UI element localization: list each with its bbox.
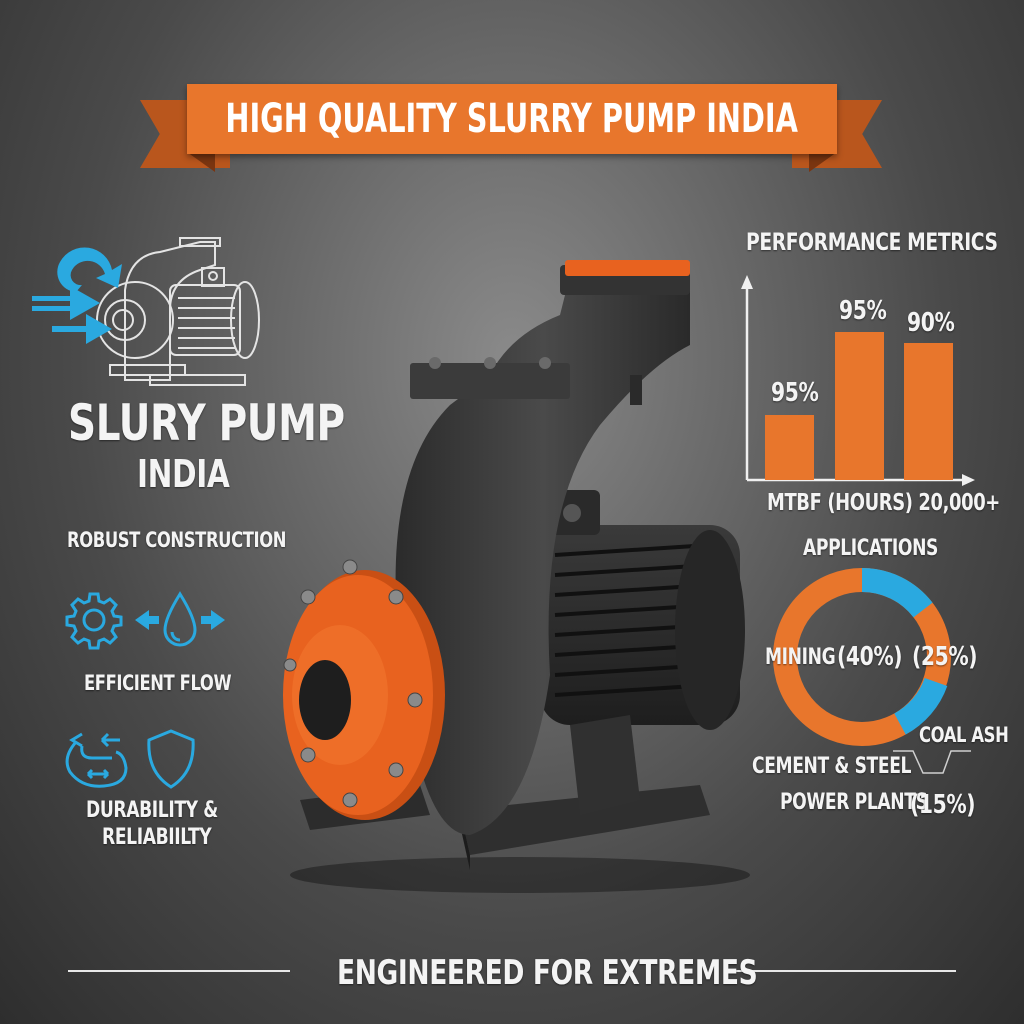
applications-donut-chart: [773, 568, 951, 746]
label-coal-ash: COAL ASH: [919, 723, 1009, 747]
bar-chart-axes: [741, 275, 975, 486]
label-15-pct: (15%): [910, 790, 976, 820]
water-drop-arrows-icon: [135, 591, 225, 647]
gear-icon: [65, 592, 123, 650]
pump-line-drawing-icon: [32, 237, 260, 386]
bar-1-label: 95%: [771, 378, 819, 408]
bar-3: [904, 343, 953, 480]
performance-title: PERFORMANCE METRICS: [746, 228, 998, 256]
label-mining-pct: (40%): [837, 642, 903, 672]
feature-durability-line1: DURABILITY &: [86, 798, 218, 823]
feature-efficient-flow: EFFICIENT FLOW: [84, 671, 232, 695]
bar-3-label: 90%: [907, 308, 955, 338]
left-title-line2: INDIA: [137, 452, 230, 496]
banner-title: HIGH QUALITY SLURRY PUMP INDIA: [225, 96, 799, 142]
footer-tagline: ENGINEERED FOR EXTREMES: [337, 953, 758, 993]
label-25-pct: (25%): [912, 642, 978, 672]
label-mining: MINING: [765, 645, 836, 670]
feature-robust-construction: ROBUST CONSTRUCTION: [67, 528, 287, 552]
feature-durability-line2: RELIABIILTY: [102, 825, 212, 850]
footer-divider-left: [68, 970, 290, 972]
banner: HIGH QUALITY SLURRY PUMP INDIA: [187, 84, 837, 154]
applications-title: APPLICATIONS: [803, 536, 939, 561]
bar-2-label: 95%: [839, 296, 887, 326]
bar-1: [765, 415, 814, 480]
label-cement-steel: CEMENT & STEEL: [752, 754, 912, 779]
left-title-line1: SLURY PUMP: [68, 394, 345, 452]
footer-divider-right: [736, 970, 956, 972]
cycle-arrows-icon: [65, 732, 128, 788]
slurry-pump-photo: [283, 260, 750, 893]
shield-icon: [147, 729, 195, 789]
coal-ash-connector-line: [893, 750, 971, 774]
performance-x-label: MTBF (HOURS) 20,000+: [767, 490, 1000, 516]
label-power-plants: POWER PLANTS: [780, 790, 928, 815]
bar-2: [835, 332, 884, 480]
